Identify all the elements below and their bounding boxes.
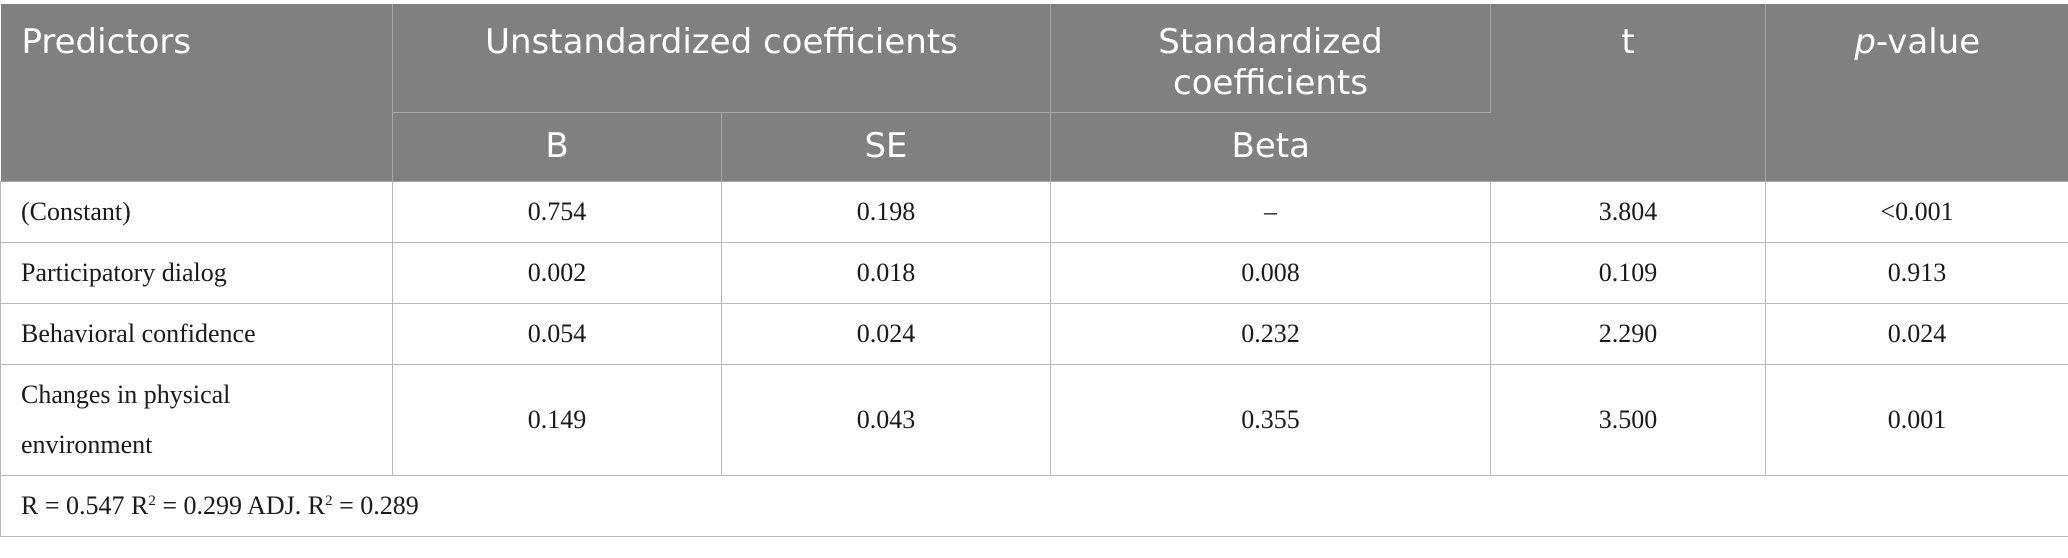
model-fit-note: R = 0.547 R2 = 0.299 ADJ. R2 = 0.289 — [0, 475, 2068, 537]
header-predictors: Predictors — [0, 4, 393, 182]
cell-t: 0.109 — [1490, 242, 1766, 304]
table-footer-row: R = 0.547 R2 = 0.299 ADJ. R2 = 0.289 — [0, 475, 2068, 537]
header-standardized: Standardized coefficients — [1050, 4, 1491, 113]
cell-predictor: Changes in physical environment — [0, 364, 393, 476]
cell-beta: 0.008 — [1050, 242, 1491, 304]
cell-beta: 0.232 — [1050, 303, 1491, 365]
cell-beta: – — [1050, 181, 1491, 243]
table-row: (Constant) 0.754 0.198 – 3.804 <0.001 — [0, 181, 2068, 243]
cell-predictor: Participatory dialog — [0, 242, 393, 304]
cell-b: 0.054 — [392, 303, 722, 365]
header-p-italic: p — [1854, 22, 1876, 62]
adj-r2-superscript: 2 — [325, 492, 333, 509]
table-header: Predictors Unstandardized coefficients S… — [0, 4, 2068, 182]
cell-b: 0.754 — [392, 181, 722, 243]
cell-se: 0.043 — [721, 364, 1051, 476]
header-standardized-line1: Standardized — [1158, 22, 1383, 62]
cell-beta: 0.355 — [1050, 364, 1491, 476]
regression-table: Predictors Unstandardized coefficients S… — [0, 4, 2068, 537]
header-row-1: Predictors Unstandardized coefficients S… — [0, 4, 2068, 182]
cell-b: 0.002 — [392, 242, 722, 304]
r-label: R = 0.547 R — [21, 490, 149, 520]
header-beta: Beta — [1050, 112, 1491, 182]
cell-predictor: (Constant) — [0, 181, 393, 243]
cell-se: 0.018 — [721, 242, 1051, 304]
header-p-rest: -value — [1875, 22, 1981, 62]
header-t: t — [1490, 4, 1766, 182]
cell-t: 2.290 — [1490, 303, 1766, 365]
cell-se: 0.024 — [721, 303, 1051, 365]
cell-se: 0.198 — [721, 181, 1051, 243]
table-body: (Constant) 0.754 0.198 – 3.804 <0.001 Pa… — [0, 181, 2068, 537]
r2-superscript: 2 — [148, 492, 156, 509]
table-row: Participatory dialog 0.002 0.018 0.008 0… — [0, 242, 2068, 304]
cell-p: 0.913 — [1765, 242, 2068, 304]
adj-r2-value: = 0.289 — [332, 490, 419, 520]
header-unstandardized: Unstandardized coefficients — [392, 4, 1051, 113]
regression-table-container: Predictors Unstandardized coefficients S… — [0, 4, 2068, 537]
header-se: SE — [721, 112, 1051, 182]
cell-predictor: Behavioral confidence — [0, 303, 393, 365]
header-row-2: B SE Beta — [1, 112, 2068, 182]
header-b: B — [392, 112, 722, 182]
header-standardized-line2: coefficients — [1173, 63, 1368, 103]
table-row: Changes in physical environment 0.149 0.… — [0, 364, 2068, 476]
table-row: Behavioral confidence 0.054 0.024 0.232 … — [0, 303, 2068, 365]
cell-p: <0.001 — [1765, 181, 2068, 243]
header-p-value: p-value — [1765, 4, 2068, 182]
cell-predictor-line1: Changes in physical — [21, 379, 231, 409]
cell-b: 0.149 — [392, 364, 722, 476]
cell-p: 0.024 — [1765, 303, 2068, 365]
cell-t: 3.804 — [1490, 181, 1766, 243]
cell-predictor-line2: environment — [21, 429, 153, 459]
cell-t: 3.500 — [1490, 364, 1766, 476]
r2-value: = 0.299 ADJ. R — [155, 490, 326, 520]
cell-p: 0.001 — [1765, 364, 2068, 476]
